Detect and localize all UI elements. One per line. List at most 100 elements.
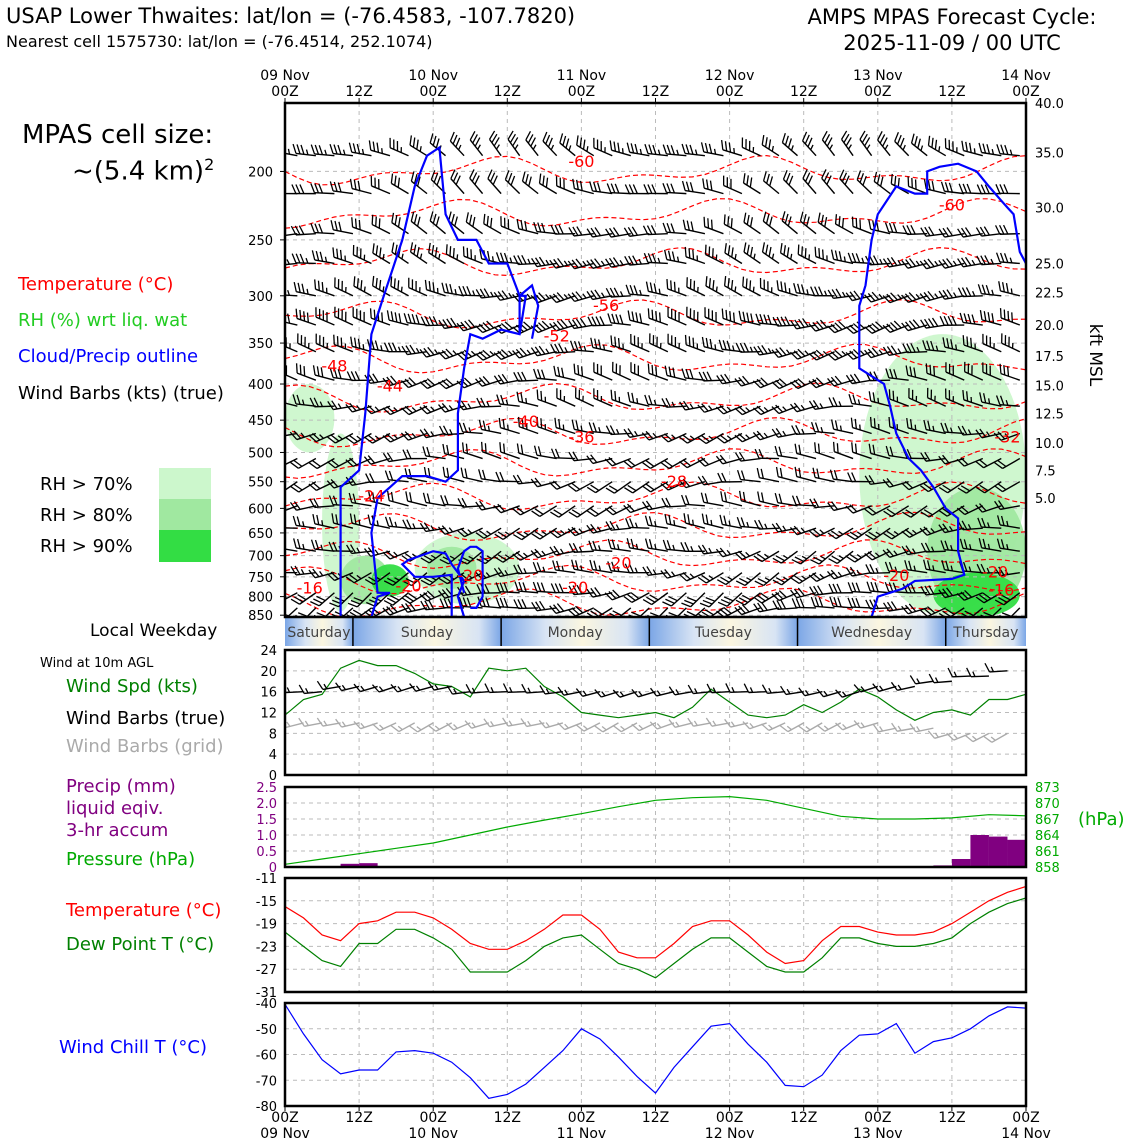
barb-flag — [571, 419, 575, 430]
barb-flag — [709, 180, 713, 191]
barb-flag — [832, 583, 838, 594]
barb-flag — [290, 566, 297, 576]
barb-flag — [576, 584, 583, 595]
wind-barb — [383, 572, 409, 586]
barb-flag — [382, 435, 391, 443]
wind-barb — [549, 480, 576, 490]
barb-half-flag — [578, 528, 584, 534]
barb-flag — [656, 336, 658, 347]
wind-barb — [979, 310, 1002, 326]
barb-flag — [273, 256, 278, 265]
barb-flag — [568, 319, 575, 329]
barb-flag — [867, 293, 876, 302]
barb-half-flag — [671, 571, 676, 577]
barb-flag — [841, 172, 848, 182]
wind-barb — [390, 276, 409, 297]
barb-flag — [402, 519, 408, 529]
barb-staff — [556, 397, 576, 407]
barb-half-flag — [580, 425, 583, 432]
wind-barb — [480, 441, 502, 460]
barb-half-flag — [1006, 544, 1009, 550]
barb-half-flag — [745, 407, 751, 412]
barb-flag — [664, 460, 673, 467]
wind-barb — [315, 333, 335, 353]
barb-half-flag — [771, 145, 774, 152]
barb-flag — [439, 598, 445, 608]
barb-half-flag — [564, 723, 569, 729]
barb-flag — [627, 458, 636, 467]
kft-axis-label: kft MSL — [1085, 324, 1105, 387]
wind-barb — [938, 454, 965, 465]
barb-flag — [845, 292, 853, 301]
wind-barb — [907, 176, 928, 195]
barb-flag — [557, 722, 566, 731]
barb-staff — [761, 144, 780, 157]
barb-staff — [870, 590, 891, 594]
barb-flag — [879, 176, 884, 187]
wind-barb — [810, 550, 836, 565]
barb-flag — [961, 425, 968, 435]
barb-half-flag — [305, 257, 309, 264]
barb-flag — [614, 336, 617, 347]
wind-barb — [410, 171, 428, 195]
barb-flag — [535, 601, 542, 611]
barb-flag — [962, 335, 965, 346]
barb-flag — [867, 348, 876, 357]
barb-flag — [804, 172, 811, 182]
barb-flag — [509, 133, 516, 143]
wind-barb — [573, 363, 594, 381]
precip-bar — [340, 863, 360, 867]
barb-flag — [567, 608, 576, 617]
barb-flag — [740, 470, 746, 481]
barb-staff — [796, 475, 817, 483]
barb-flag — [793, 350, 802, 359]
wind-barb — [610, 389, 632, 407]
barb-flag — [712, 280, 715, 290]
barb-flag — [410, 211, 415, 222]
barb-flag — [642, 225, 649, 235]
barb-flag — [617, 142, 620, 153]
barb-flag — [272, 486, 280, 496]
barb-flag — [534, 323, 543, 332]
barb-flag — [826, 175, 832, 185]
wind-barb — [313, 607, 335, 617]
barb-flag — [946, 258, 954, 267]
barb-flag — [975, 429, 983, 439]
wind-barb — [642, 592, 669, 606]
barb-flag — [609, 425, 616, 435]
barb-flag — [922, 340, 927, 350]
barb-flag — [808, 353, 817, 361]
barb-flag — [330, 459, 340, 467]
barb-flag — [445, 348, 454, 357]
barb-flag — [757, 345, 764, 355]
barb-staff — [814, 476, 835, 483]
barb-staff — [576, 505, 595, 518]
barb-flag — [347, 602, 358, 608]
barb-flag — [423, 522, 431, 532]
barb-flag — [979, 503, 987, 512]
barb-staff — [704, 226, 724, 235]
wind-barb — [761, 242, 780, 265]
barb-flag — [277, 256, 282, 265]
barb-flag — [920, 511, 930, 518]
wind-barb — [349, 178, 372, 195]
barb-flag — [386, 376, 394, 386]
barb-flag — [849, 531, 859, 538]
wind-barb — [647, 308, 669, 326]
barb-flag — [869, 416, 872, 427]
barb-flag — [812, 378, 821, 387]
barb-flag — [642, 599, 653, 606]
barb-half-flag — [319, 401, 324, 407]
barb-flag — [560, 319, 569, 328]
wind-barb — [483, 213, 502, 235]
barb-flag — [550, 448, 556, 459]
barb-flag — [678, 573, 688, 582]
barb-half-flag — [912, 529, 917, 535]
barb-half-flag — [326, 343, 328, 349]
barb-flag — [475, 378, 483, 387]
barb-flag — [855, 253, 861, 263]
barb-flag — [382, 551, 391, 560]
wind-barb — [593, 388, 613, 407]
barb-flag — [906, 225, 912, 235]
barb-half-flag — [971, 259, 976, 266]
